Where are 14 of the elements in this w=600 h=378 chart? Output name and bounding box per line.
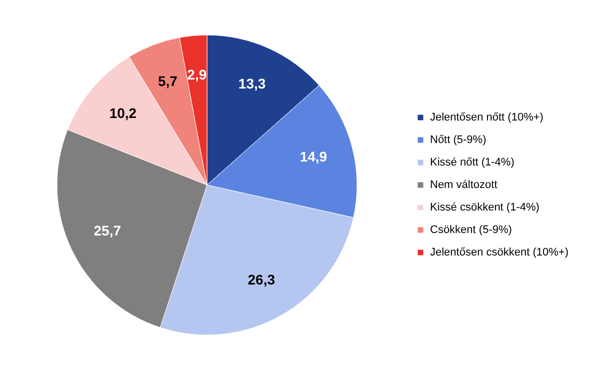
- legend-label: Nem változott: [430, 179, 498, 191]
- data-label: 13,3: [238, 76, 266, 92]
- legend-label: Csökkent (5-9%): [430, 224, 512, 236]
- legend-label: Kissé nőtt (1-4%): [430, 156, 514, 168]
- legend-label: Jelentősen nőtt (10%+): [430, 112, 544, 124]
- data-label: 26,3: [248, 272, 276, 288]
- data-label: 10,2: [109, 105, 137, 122]
- data-label: 5,7: [158, 73, 178, 90]
- data-label: 14,9: [300, 148, 328, 164]
- data-label: 2,9: [187, 66, 207, 82]
- legend-label: Nőtt (5-9%): [430, 134, 486, 146]
- legend-label: Jelentősen csökkent (10%+): [430, 246, 568, 258]
- legend-label: Kissé csökkent (1-4%): [430, 202, 540, 214]
- data-label: 25,7: [94, 222, 122, 239]
